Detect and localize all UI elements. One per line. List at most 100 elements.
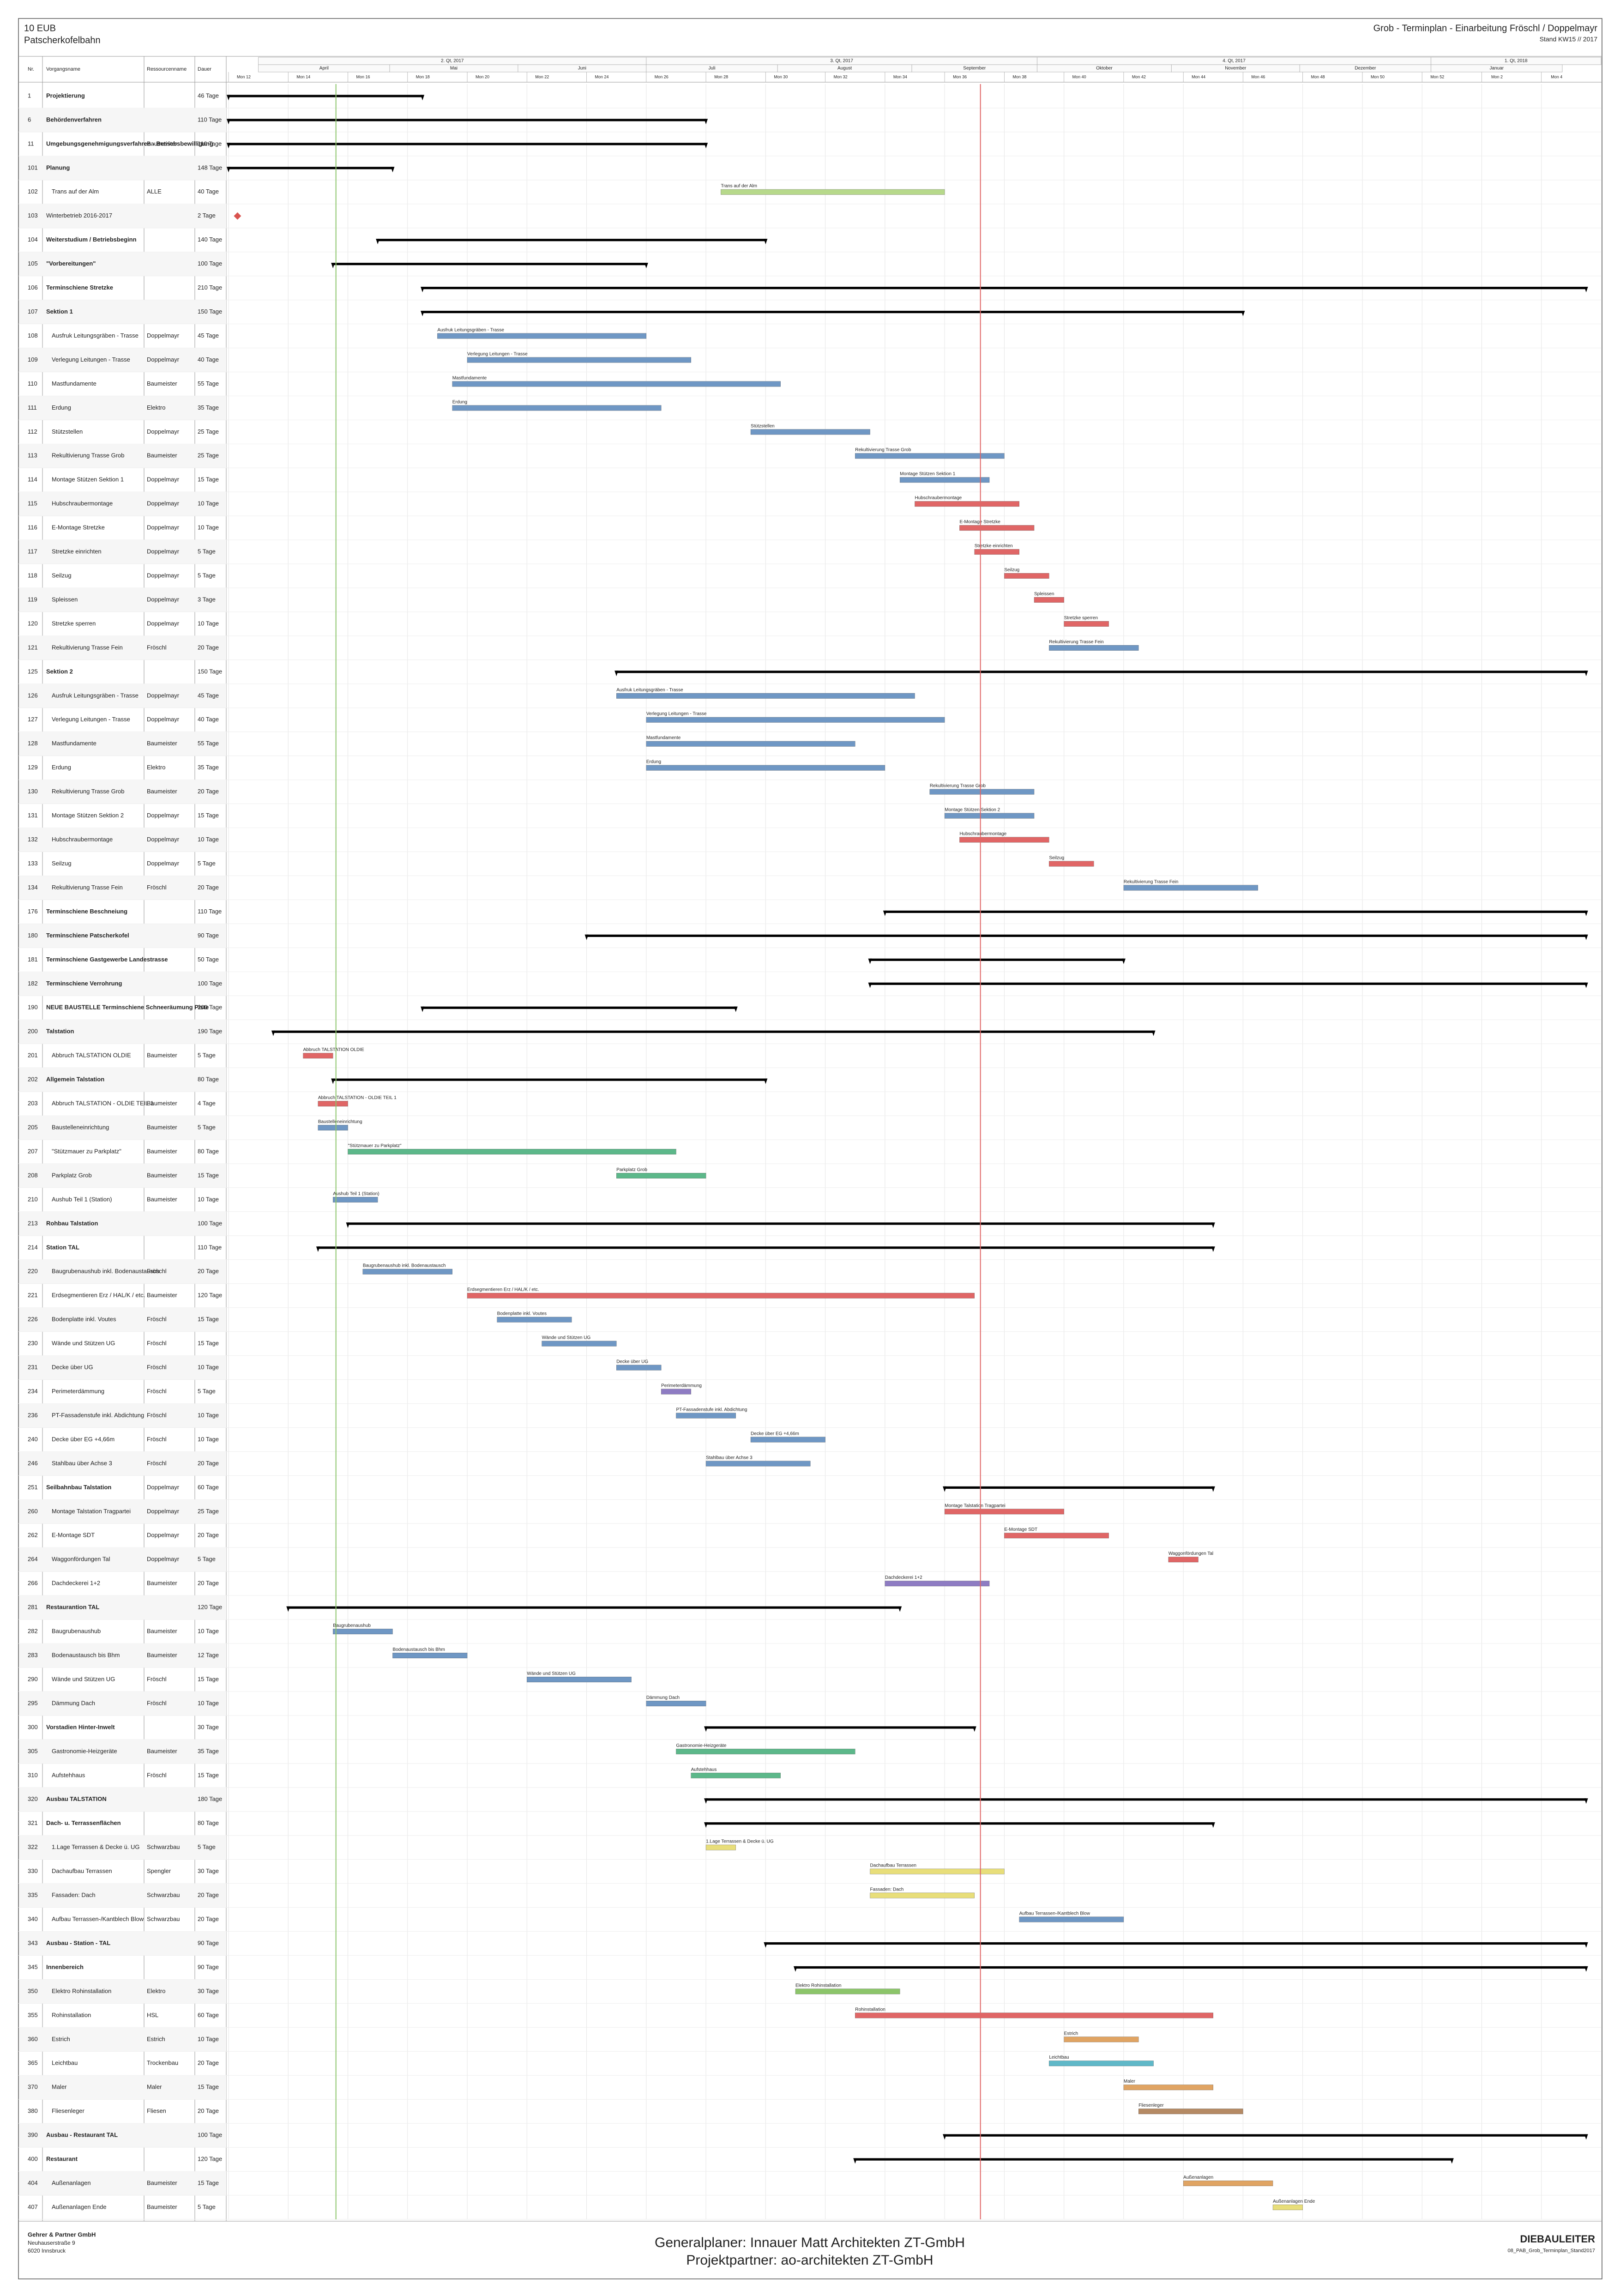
task-duration: 2 Tage bbox=[198, 212, 216, 219]
task-nr: 246 bbox=[28, 1460, 38, 1467]
task-nr: 370 bbox=[28, 2084, 38, 2091]
task-resource: Doppelmayr bbox=[147, 1484, 180, 1491]
task-bar-label: Abbruch TALSTATION - OLDIE TEIL 1 bbox=[318, 1095, 397, 1100]
task-resource: Baumeister bbox=[147, 1124, 177, 1130]
row-shade bbox=[19, 300, 226, 324]
task-nr: 117 bbox=[28, 548, 37, 555]
summary-bar bbox=[885, 910, 1586, 913]
task-resource: Baumeister bbox=[147, 140, 177, 147]
task-name: Decke über UG bbox=[52, 1364, 93, 1371]
task-duration: 190 Tage bbox=[198, 1028, 222, 1035]
task-name: Projektierung bbox=[46, 92, 85, 99]
task-name: PT-Fassadenstufe inkl. Abdichtung bbox=[52, 1412, 144, 1419]
task-nr: 260 bbox=[28, 1508, 38, 1515]
row-shade bbox=[19, 2171, 226, 2196]
task-duration: 20 Tage bbox=[198, 1580, 219, 1587]
task-resource: Fröschl bbox=[147, 1340, 167, 1347]
task-name: Abbruch TALSTATION OLDIE bbox=[52, 1052, 131, 1059]
month-label: August bbox=[837, 66, 852, 71]
task-duration: 55 Tage bbox=[198, 740, 219, 747]
summary-bar bbox=[422, 310, 1243, 314]
task-resource: Fröschl bbox=[147, 1436, 167, 1443]
x-tick-label: Mon 36 bbox=[953, 74, 967, 79]
task-name: Hubschraubermontage bbox=[52, 500, 113, 507]
project-code: 10 EUB bbox=[24, 23, 56, 33]
task-resource: Baumeister bbox=[147, 2180, 177, 2187]
task-bar-label: Maler bbox=[1124, 2079, 1136, 2084]
task-bar bbox=[929, 789, 1035, 795]
task-resource: Doppelmayr bbox=[147, 332, 180, 339]
task-bar bbox=[1123, 885, 1258, 891]
task-name: Seilbahnbau Talstation bbox=[46, 1484, 111, 1491]
task-bar bbox=[303, 1053, 333, 1059]
task-resource: Doppelmayr bbox=[147, 692, 180, 699]
task-nr: 106 bbox=[28, 284, 38, 291]
task-duration: 60 Tage bbox=[198, 2012, 219, 2018]
task-nr: 240 bbox=[28, 1436, 38, 1443]
task-bar-label: Montage Talstation Tragpartei bbox=[945, 1503, 1006, 1508]
task-name: Terminschiene Beschneiung bbox=[46, 908, 127, 915]
task-bar-label: Fliesenleger bbox=[1138, 2103, 1164, 2108]
task-name: "Vorbereitungen" bbox=[46, 260, 96, 267]
task-bar bbox=[616, 693, 915, 699]
task-nr: 104 bbox=[28, 236, 38, 243]
task-name: Ausfruk Leitungsgräben - Trasse bbox=[52, 332, 139, 339]
task-nr: 128 bbox=[28, 740, 38, 747]
task-resource: Baumeister bbox=[147, 1292, 177, 1299]
task-duration: 20 Tage bbox=[198, 1532, 219, 1539]
column-duration: Dauer bbox=[198, 66, 211, 72]
task-duration: 10 Tage bbox=[198, 1436, 219, 1443]
task-name: Stahlbau über Achse 3 bbox=[52, 1460, 112, 1467]
row-shade bbox=[19, 635, 226, 660]
task-bar-label: Stretzke einrichten bbox=[975, 544, 1013, 549]
task-bar bbox=[452, 405, 662, 411]
task-name: Ausbau TALSTATION bbox=[46, 1795, 107, 1802]
task-bar-label: Aufstehhaus bbox=[691, 1767, 717, 1772]
summary-bar bbox=[706, 1726, 975, 1729]
task-name: Abbruch TALSTATION - OLDIE TEIL 1 bbox=[52, 1100, 154, 1107]
summary-bar bbox=[706, 1798, 1586, 1801]
task-duration: 5 Tage bbox=[198, 1052, 216, 1059]
task-resource: Schwarzbau bbox=[147, 1915, 180, 1922]
task-duration: 5 Tage bbox=[198, 1843, 216, 1850]
task-duration: 110 Tage bbox=[198, 1244, 222, 1251]
task-name: Hubschraubermontage bbox=[52, 836, 113, 843]
task-duration: 150 Tage bbox=[198, 308, 222, 315]
row-shade bbox=[19, 1068, 226, 1092]
summary-bar bbox=[288, 1606, 900, 1609]
task-duration: 45 Tage bbox=[198, 692, 219, 699]
task-duration: 25 Tage bbox=[198, 1508, 219, 1515]
project-name: Patscherkofelbahn bbox=[24, 35, 101, 45]
row-shade bbox=[19, 1211, 226, 1236]
task-nr: 121 bbox=[28, 644, 38, 651]
task-name: Baustelleneinrichtung bbox=[52, 1124, 109, 1130]
task-duration: 10 Tage bbox=[198, 1628, 219, 1635]
task-name: Terminschiene Verrohrung bbox=[46, 980, 122, 987]
task-bar bbox=[676, 1413, 736, 1419]
task-resource: Doppelmayr bbox=[147, 1556, 180, 1563]
month-label: Dezember bbox=[1355, 66, 1376, 71]
task-name: Decke über EG +4,66m bbox=[52, 1436, 114, 1443]
task-resource: Doppelmayr bbox=[147, 860, 180, 867]
task-duration: 20 Tage bbox=[198, 2060, 219, 2066]
task-bar-label: Mastfundamente bbox=[452, 375, 487, 381]
task-duration: 15 Tage bbox=[198, 2180, 219, 2187]
task-duration: 150 Tage bbox=[198, 668, 222, 675]
task-nr: 115 bbox=[28, 500, 37, 507]
summary-bar bbox=[378, 239, 766, 242]
task-duration: 40 Tage bbox=[198, 356, 219, 363]
task-duration: 90 Tage bbox=[198, 1940, 219, 1946]
task-bar bbox=[348, 1149, 676, 1154]
task-duration: 20 Tage bbox=[198, 884, 219, 891]
task-duration: 10 Tage bbox=[198, 500, 219, 507]
task-nr: 365 bbox=[28, 2060, 38, 2066]
month-label: April bbox=[319, 66, 329, 71]
task-duration: 20 Tage bbox=[198, 2108, 219, 2115]
task-nr: 321 bbox=[28, 1819, 38, 1826]
task-name: Sektion 1 bbox=[46, 308, 73, 315]
task-name: Leichtbau bbox=[52, 2060, 78, 2066]
x-tick-label: Mon 20 bbox=[476, 74, 489, 79]
task-nr: 330 bbox=[28, 1867, 38, 1874]
task-nr: 126 bbox=[28, 692, 38, 699]
